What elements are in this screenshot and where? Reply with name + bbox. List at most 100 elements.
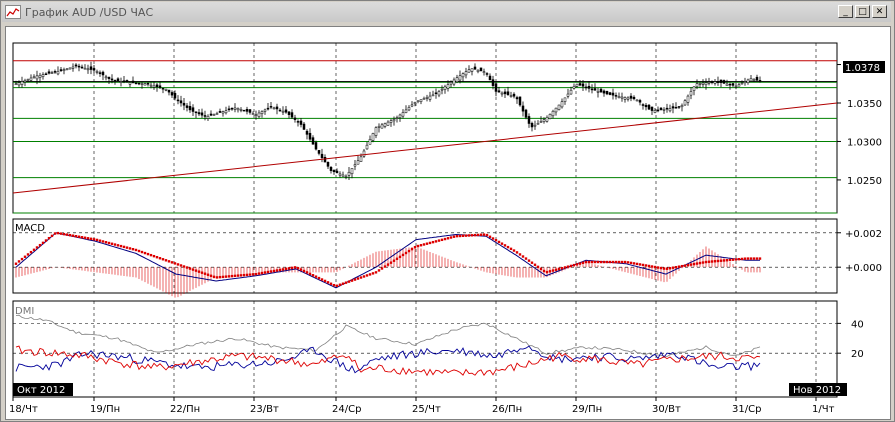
- macd-signal-dot: [356, 277, 360, 280]
- candle-body: [218, 111, 222, 113]
- candle-body: [536, 123, 540, 125]
- trendline[interactable]: [12, 102, 838, 194]
- close-button[interactable]: ✕: [872, 5, 887, 18]
- day-label: 26/Пн: [492, 404, 522, 415]
- candle-body: [110, 78, 114, 81]
- candle-body: [263, 109, 267, 112]
- macd-signal-dot: [23, 255, 27, 258]
- candle-body: [551, 110, 555, 117]
- macd-signal-dot: [452, 235, 456, 238]
- macd-signal-dot: [26, 253, 30, 256]
- macd-signal-dot: [536, 265, 540, 269]
- candle-body: [128, 82, 132, 85]
- day-label: 22/Пн: [170, 404, 200, 415]
- macd-signal-dot: [29, 250, 33, 254]
- macd-signal-dot: [365, 274, 369, 277]
- candle-body: [737, 84, 741, 87]
- macd-signal-dot: [671, 266, 675, 269]
- macd-signal-dot: [275, 269, 279, 272]
- candle-body: [527, 116, 531, 124]
- macd-signal-dot: [116, 244, 120, 247]
- candle-body: [173, 93, 177, 99]
- macd-signal-dot: [647, 264, 651, 268]
- macd-signal-dot: [353, 278, 357, 281]
- macd-signal-dot: [677, 265, 681, 268]
- macd-signal-dot: [680, 264, 684, 268]
- candle-body: [485, 73, 489, 75]
- candle-body: [758, 80, 762, 82]
- macd-signal-dot: [698, 261, 702, 265]
- candle-body: [455, 77, 459, 83]
- candle-body: [32, 76, 36, 79]
- macd-signal-dot: [668, 267, 672, 270]
- maximize-button[interactable]: □: [855, 5, 870, 18]
- candle-body: [410, 104, 414, 107]
- macd-signal-dot: [740, 257, 744, 261]
- candle-body: [293, 117, 297, 120]
- macd-signal-dot: [224, 275, 228, 278]
- macd-signal-dot: [338, 283, 342, 286]
- macd-signal-dot: [227, 275, 231, 278]
- candle-body: [233, 107, 237, 110]
- candle-body: [209, 113, 213, 116]
- macd-signal-dot: [65, 233, 69, 236]
- macd-signal-dot: [326, 281, 330, 284]
- day-label: 23/Вт: [250, 404, 279, 415]
- macd-signal-dot: [251, 273, 255, 276]
- candle-body: [563, 97, 567, 102]
- candle-body: [671, 106, 675, 109]
- candle-body: [47, 71, 51, 74]
- macd-signal-dot: [488, 235, 492, 238]
- current-price-tag: 1.0378: [843, 61, 885, 74]
- macd-signal-dot: [524, 257, 528, 260]
- macd-panel[interactable]: MACD +0.002 +0.000: [12, 218, 882, 298]
- candle-body: [446, 84, 450, 89]
- macd-signal-dot: [692, 262, 696, 266]
- candle-body: [188, 106, 192, 111]
- candle-body: [653, 110, 657, 113]
- macd-signal-dot: [371, 272, 375, 275]
- candle-body: [416, 100, 420, 102]
- dmi-plus-di-line: [15, 345, 761, 374]
- macd-signal-dot: [260, 271, 264, 275]
- minimize-button[interactable]: _: [838, 5, 853, 18]
- dmi-panel[interactable]: DMI 40 20: [12, 300, 864, 398]
- macd-signal-dot: [311, 274, 315, 277]
- macd-signal-dot: [101, 240, 105, 243]
- candle-body: [83, 67, 87, 70]
- candle-body: [365, 144, 369, 150]
- title-bar[interactable]: График AUD /USD ЧАС _ □ ✕: [2, 2, 891, 22]
- macd-signal-dot: [527, 259, 531, 262]
- candle-body: [140, 83, 144, 85]
- macd-signal-dot: [542, 269, 546, 273]
- candle-body: [245, 109, 249, 112]
- candle-body: [320, 153, 324, 159]
- current-price-label: 1.0378: [845, 63, 880, 74]
- macd-signal-dot: [203, 272, 207, 275]
- macd-signal-dot: [212, 275, 216, 279]
- macd-signal-dot: [461, 234, 465, 238]
- macd-signal-dot: [746, 257, 750, 260]
- macd-signal-dot: [110, 242, 114, 245]
- macd-signal-dot: [617, 260, 621, 264]
- candle-body: [443, 86, 447, 90]
- macd-signal-dot: [350, 279, 354, 282]
- macd-signal-dot: [119, 244, 123, 248]
- candle-body: [689, 91, 693, 96]
- macd-signal-dot: [686, 263, 690, 267]
- candle-body: [182, 102, 186, 106]
- candle-body: [332, 170, 336, 173]
- macd-signal-dot: [410, 247, 414, 251]
- macd-signal-dot: [689, 263, 693, 266]
- candle-body: [533, 124, 537, 127]
- month-start-label: Окт 2012: [17, 385, 65, 396]
- candle-body: [722, 80, 726, 84]
- macd-signal-dot: [167, 260, 171, 263]
- candle-body: [35, 75, 39, 80]
- macd-signal-dot: [332, 283, 336, 287]
- macd-signal-dot: [584, 260, 588, 264]
- macd-signal-dot: [191, 268, 195, 271]
- candle-body: [137, 82, 141, 85]
